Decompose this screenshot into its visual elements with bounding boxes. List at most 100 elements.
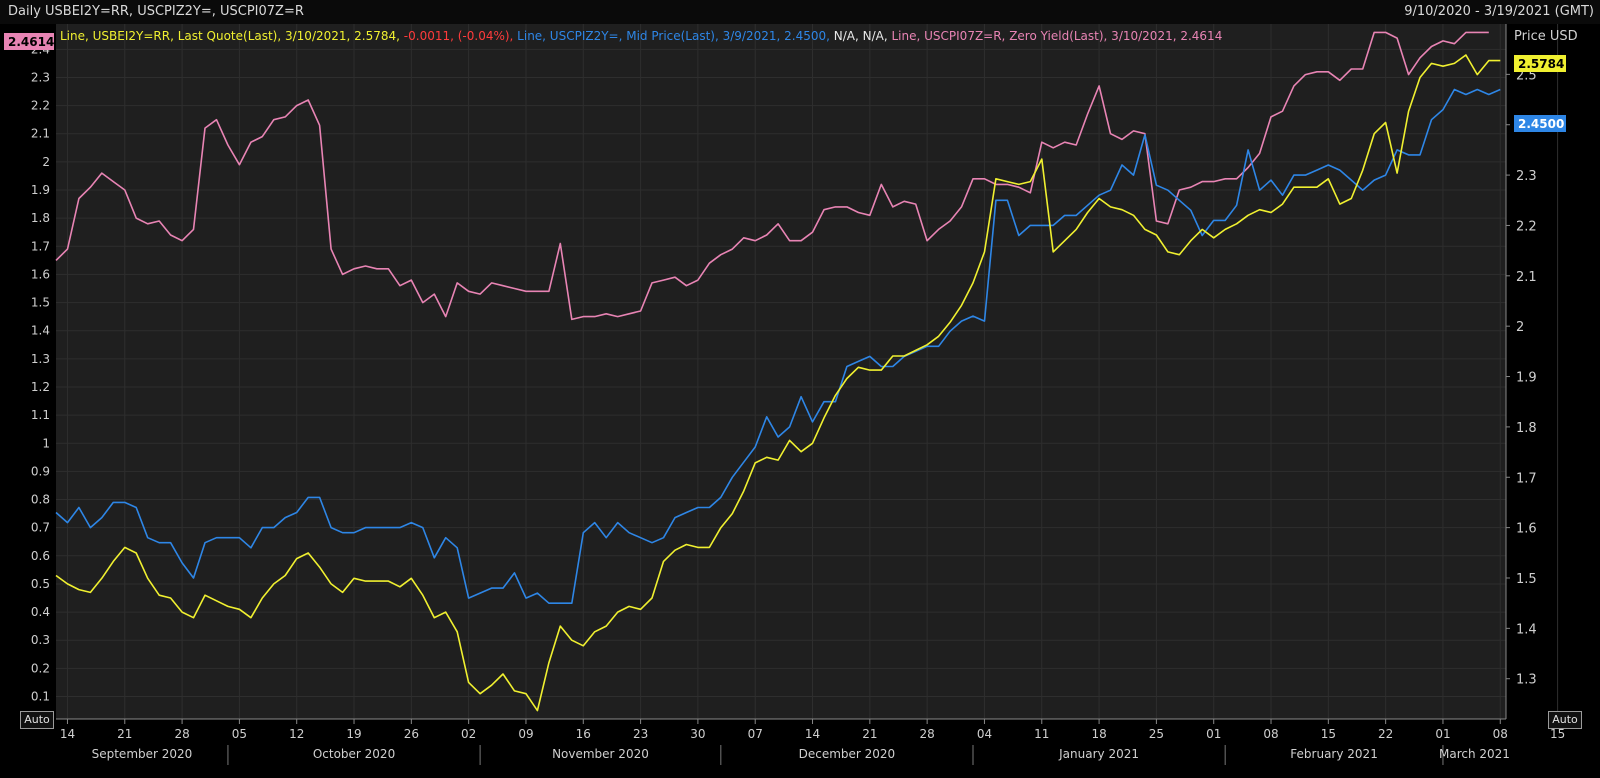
x-tick-label: 01 [1435, 727, 1450, 741]
bottom-edge [0, 776, 1600, 778]
x-tick-label: 22 [1378, 727, 1393, 741]
left-tick-label: 1.4 [31, 324, 50, 338]
chart-header: Daily USBEI2Y=RR, USCPIZ2Y=, USCPI07Z=R … [0, 0, 1600, 24]
x-tick-label: 04 [977, 727, 992, 741]
yellow-last-value-tag: 2.5784 [1514, 55, 1566, 72]
legend: Line, USBEI2Y=RR, Last Quote(Last), 3/10… [60, 29, 1222, 43]
x-tick-label: 23 [633, 727, 648, 741]
left-tick-label: 1.6 [31, 267, 50, 281]
right-tick-label: 2.3 [1516, 169, 1537, 184]
left-tick-label: 2.2 [31, 99, 50, 113]
month-label: January 2021 [1058, 747, 1139, 761]
month-label: September 2020 [92, 747, 193, 761]
pink-tag-value: 2.4614 [8, 35, 54, 49]
x-tick-label: 26 [404, 727, 419, 741]
left-tick-label: 0.7 [31, 521, 50, 535]
blue-tag-background [1514, 115, 1566, 132]
left-tick-label: 0.6 [31, 549, 50, 563]
x-tick-label: 14 [805, 727, 820, 741]
left-tick-label: 2 [42, 155, 50, 169]
x-tick-label: 28 [920, 727, 935, 741]
x-tick-label: 05 [232, 727, 247, 741]
x-tick-label: 14 [60, 727, 75, 741]
right-tick-label: 1.3 [1516, 673, 1537, 688]
x-tick-label: 18 [1091, 727, 1106, 741]
left-tick-label: 1.9 [31, 183, 50, 197]
x-tick-label: 28 [174, 727, 189, 741]
x-tick-label: 11 [1034, 727, 1049, 741]
x-axis-ticks: 14 21 28 05 12 19 26 02 09 16 23 30 07 14 21 28 04 11 18 25… [60, 719, 1565, 741]
right-tick-label: 2.5 [1516, 68, 1537, 83]
auto-scale-right-button[interactable]: Auto [1548, 711, 1582, 729]
left-tick-label: 0.8 [31, 493, 50, 507]
month-label: November 2020 [552, 747, 649, 761]
left-tick-label: 0.1 [31, 689, 50, 703]
left-tick-label: 1.7 [31, 239, 50, 253]
right-tick-label: 2 [1516, 320, 1524, 335]
left-tick-label: 1.5 [31, 296, 50, 310]
yellow-tag-background [1514, 55, 1566, 72]
legend-na: N/A, N/A, [830, 29, 888, 43]
left-tick-label: 2.1 [31, 127, 50, 141]
x-axis-months: September 2020 October 2020 November 2020 D… [92, 745, 1510, 765]
line-chart: 0.1 0.2 0.3 0.4 0.5 0.6 0.7 0.8 0.9 1 1.1 1.2 1.3 1.4… [0, 24, 1600, 778]
left-tick-label: 1.3 [31, 352, 50, 366]
x-tick-label: 01 [1206, 727, 1221, 741]
x-axis-panel [0, 719, 1600, 778]
auto-scale-left-button[interactable]: Auto [20, 711, 54, 729]
left-tick-label: 0.9 [31, 464, 50, 478]
blue-tag-value: 2.4500 [1518, 117, 1564, 131]
right-tick-label: 1.5 [1516, 572, 1537, 587]
pink-tag-background [4, 33, 54, 50]
month-label: December 2020 [799, 747, 896, 761]
legend-blue: Line, USCPIZ2Y=, Mid Price(Last), 3/9/20… [513, 29, 830, 43]
series-line-uscpiz2y- [55, 88, 1501, 605]
date-range: 9/10/2020 - 3/19/2021 (GMT) [1404, 4, 1594, 19]
x-tick-label: 15 [1550, 727, 1565, 741]
x-tick-label: 15 [1321, 727, 1336, 741]
series-line-usbei2y-rr [55, 54, 1501, 712]
right-tick-label: 1.9 [1516, 371, 1537, 386]
left-tick-label: 0.4 [31, 605, 50, 619]
left-tick-label: 1.1 [31, 408, 50, 422]
x-tick-label: 07 [748, 727, 763, 741]
left-axis-panel [0, 24, 56, 719]
right-tick-label: 2.1 [1516, 270, 1537, 285]
left-axis-ticks: 0.1 0.2 0.3 0.4 0.5 0.6 0.7 0.8 0.9 1 1.1 1.2 1.3 1.4… [31, 42, 50, 703]
month-label: March 2021 [1439, 747, 1510, 761]
right-tick-label: 1.6 [1516, 522, 1537, 537]
pink-last-value-tag: 2.4614 [4, 33, 54, 50]
left-tick-label: 1.2 [31, 380, 50, 394]
right-tick-label: 1.8 [1516, 421, 1537, 436]
yellow-tag-value: 2.5784 [1518, 57, 1564, 71]
month-label: February 2021 [1290, 747, 1378, 761]
right-axis-title: Price USD [1514, 29, 1578, 44]
x-tick-label: 30 [690, 727, 705, 741]
x-tick-label: 12 [289, 727, 304, 741]
right-axis-panel [1506, 24, 1600, 719]
blue-last-value-tag: 2.4500 [1514, 115, 1566, 132]
legend-pink: Line, USCPI07Z=R, Zero Yield(Last), 3/10… [888, 29, 1223, 43]
right-tick-label: 2.2 [1516, 219, 1537, 234]
x-tick-label: 19 [346, 727, 361, 741]
x-tick-label: 16 [576, 727, 591, 741]
left-tick-label: 0.5 [31, 577, 50, 591]
x-tick-label: 25 [1149, 727, 1164, 741]
left-tick-label: 1 [42, 436, 50, 450]
x-tick-label: 08 [1263, 727, 1278, 741]
legend-yellow: Line, USBEI2Y=RR, Last Quote(Last), 3/10… [60, 29, 400, 43]
left-tick-label: 0.2 [31, 661, 50, 675]
x-tick-label: 21 [117, 727, 132, 741]
right-tick-label: 1.7 [1516, 471, 1537, 486]
left-tick-label: 2.3 [31, 70, 50, 84]
month-label: October 2020 [313, 747, 395, 761]
left-tick-label: 0.3 [31, 633, 50, 647]
legend-change: -0.0011, (-0.04%), [400, 29, 513, 43]
series-line-uscpi07z-r [55, 31, 1489, 321]
x-tick-label: 21 [862, 727, 877, 741]
right-tick-label: 1.4 [1516, 622, 1537, 637]
chart-title: Daily USBEI2Y=RR, USCPIZ2Y=, USCPI07Z=R [8, 4, 304, 19]
x-tick-label: 08 [1493, 727, 1508, 741]
plot-background [56, 24, 1506, 719]
series-lines [55, 31, 1501, 712]
